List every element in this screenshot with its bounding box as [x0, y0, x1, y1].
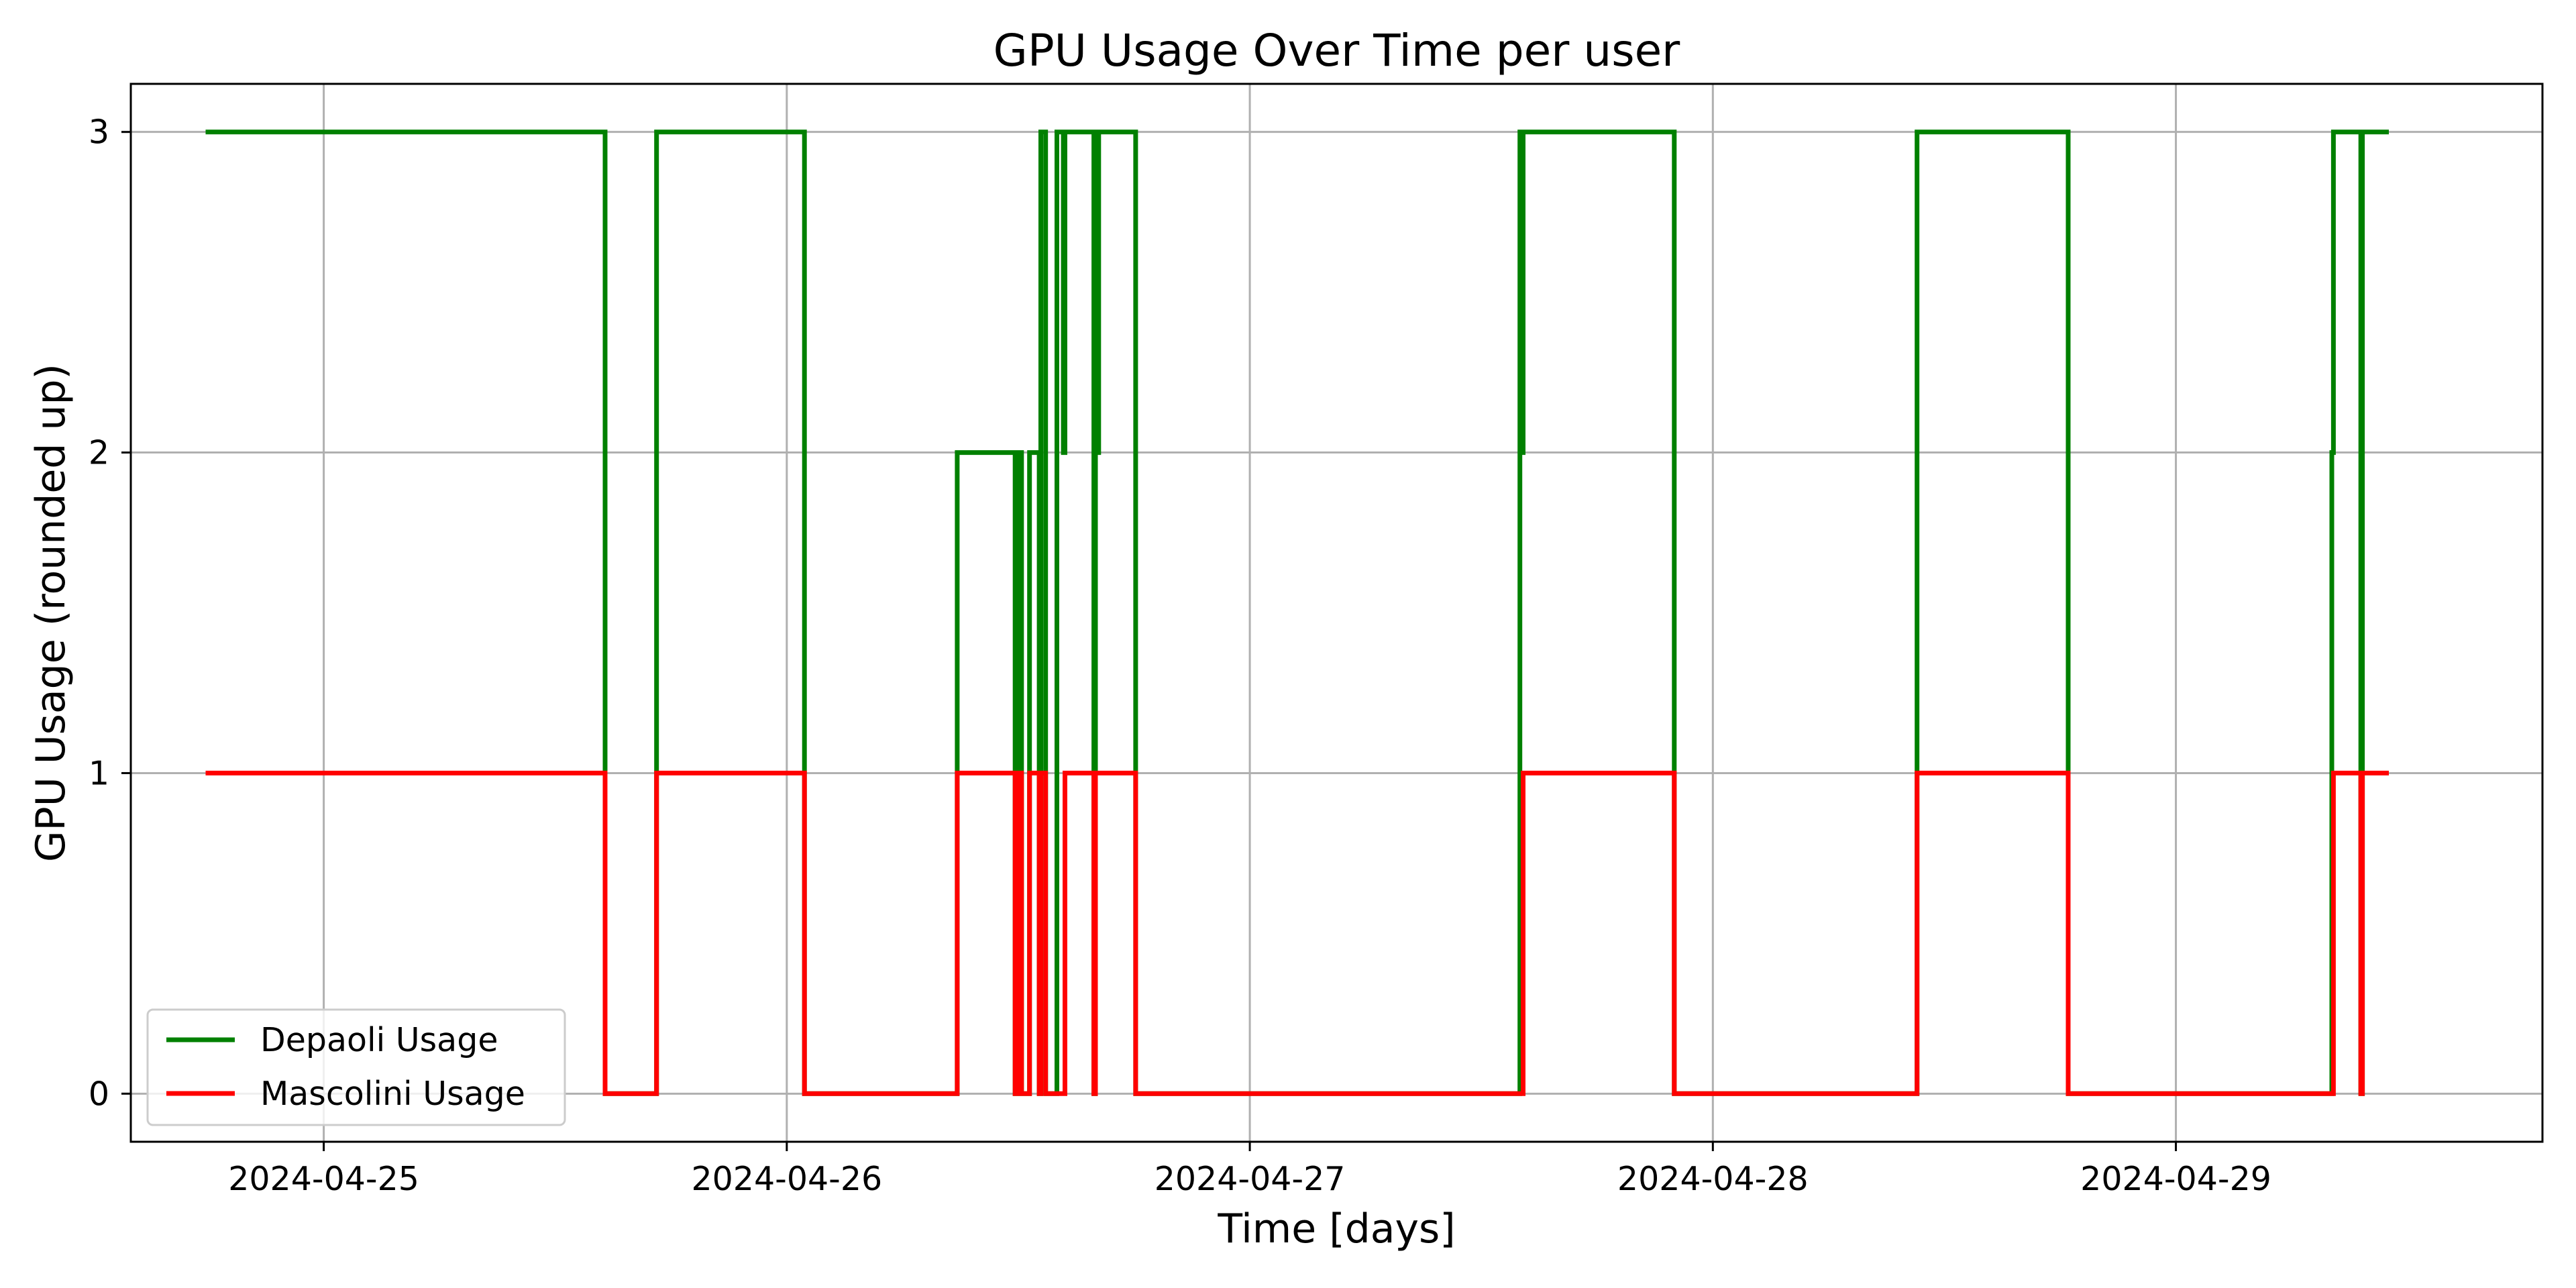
- chart-title: GPU Usage Over Time per user: [994, 25, 1681, 76]
- legend-label-mascolini: Mascolini Usage: [260, 1075, 525, 1113]
- x-tick-label: 2024-04-26: [691, 1160, 882, 1198]
- series-lines: [205, 129, 2389, 1096]
- legend-label-depaoli: Depaoli Usage: [260, 1021, 498, 1059]
- legend-frame: [146, 1008, 566, 1126]
- x-tick-label: 2024-04-25: [228, 1160, 419, 1198]
- x-tick-label: 2024-04-29: [2080, 1160, 2271, 1198]
- y-tick-label: 0: [89, 1075, 109, 1113]
- y-tick-label: 3: [89, 113, 109, 152]
- legend: Depaoli Usage Mascolini Usage: [146, 1008, 566, 1126]
- axis-ticks: 2024-04-25 2024-04-26 2024-04-27 2024-04-28…: [89, 113, 2271, 1198]
- series-line-mascolini: [205, 770, 2389, 1096]
- y-tick-label: 2: [89, 434, 109, 472]
- x-tick-label: 2024-04-27: [1155, 1160, 1346, 1198]
- x-axis-label: Time [days]: [1217, 1205, 1455, 1252]
- y-axis-label: GPU Usage (rounded up): [28, 364, 74, 862]
- x-tick-label: 2024-04-28: [1617, 1160, 1809, 1198]
- plot-frame: [129, 83, 2544, 1143]
- y-tick-label: 1: [89, 754, 109, 792]
